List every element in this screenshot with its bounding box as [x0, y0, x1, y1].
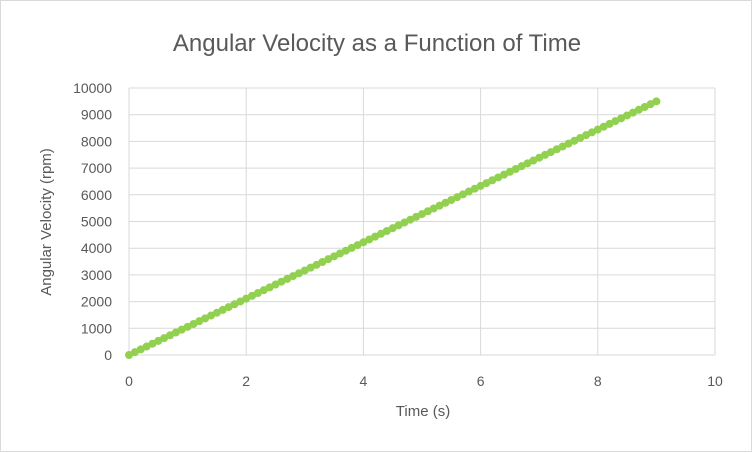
y-tick-label: 5000: [81, 214, 112, 230]
x-axis-ticks: 0 2 4 6 8 10: [125, 373, 723, 389]
chart-title: Angular Velocity as a Function of Time: [173, 30, 581, 57]
data-series: [125, 97, 661, 359]
y-tick-label: 10000: [73, 80, 112, 96]
y-tick-label: 6000: [81, 187, 112, 203]
y-tick-label: 4000: [81, 240, 112, 256]
y-axis-label: Angular Velocity (rpm): [38, 148, 55, 296]
data-point: [652, 97, 661, 106]
y-tick-label: 1000: [81, 320, 112, 336]
y-axis-ticks: 0 1000 2000 3000 4000 5000 6000 7000 8000 9000 100…: [73, 80, 112, 363]
x-tick-label: 4: [360, 373, 368, 389]
y-tick-label: 3000: [81, 267, 112, 283]
gridlines: [128, 87, 716, 356]
y-tick-label: 9000: [81, 107, 112, 123]
y-tick-label: 8000: [81, 133, 112, 149]
x-tick-label: 0: [125, 373, 133, 389]
y-tick-label: 0: [104, 347, 112, 363]
x-tick-label: 6: [477, 373, 485, 389]
x-axis-label: Time (s): [396, 403, 450, 420]
y-tick-label: 7000: [81, 160, 112, 176]
x-tick-label: 2: [242, 373, 250, 389]
x-tick-label: 8: [594, 373, 602, 389]
y-tick-label: 2000: [81, 294, 112, 310]
x-tick-label: 10: [707, 373, 723, 389]
